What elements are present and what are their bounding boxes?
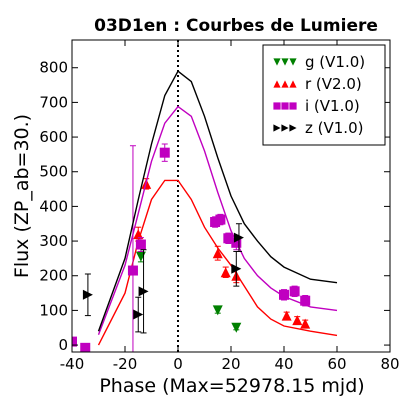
y-tick-label: 300 [39, 232, 68, 250]
data-point [279, 289, 289, 300]
y-tick-label: 0 [58, 336, 68, 354]
legend-marker [281, 58, 289, 66]
legend-marker [281, 102, 289, 110]
y-tick-label: 600 [39, 128, 68, 146]
legend-marker [273, 58, 281, 66]
y-tick-label: 800 [39, 59, 68, 77]
plot-area [72, 40, 338, 352]
data-point [212, 248, 223, 259]
y-tick-label: 700 [39, 93, 68, 111]
legend-marker [281, 124, 289, 132]
legend-marker [289, 58, 297, 66]
legend-marker [273, 80, 281, 88]
data-point [72, 336, 77, 347]
data-point [135, 251, 146, 262]
legend-label-0: g (V1.0) [305, 53, 365, 71]
y-tick-label: 400 [39, 197, 68, 215]
x-tick-label: 20 [221, 355, 240, 373]
x-tick-label: -40 [60, 355, 85, 373]
data-point [220, 267, 231, 278]
data-point [223, 233, 234, 244]
legend-marker [273, 102, 281, 110]
y-axis-label: Flux (ZP_ab=30.) [11, 114, 33, 278]
legend-label-1: r (V2.0) [305, 75, 362, 93]
data-point [133, 229, 144, 240]
data-point [133, 309, 144, 320]
data-point [289, 286, 300, 297]
legend-label-3: z (V1.0) [305, 119, 363, 137]
y-tick-label: 500 [39, 163, 68, 181]
data-point [212, 305, 223, 316]
legend-label-2: i (V1.0) [305, 97, 360, 115]
x-tick-label: 60 [327, 355, 346, 373]
data-point [210, 217, 221, 227]
data-point [215, 214, 226, 225]
data-point [233, 232, 244, 243]
data-point [127, 265, 138, 276]
legend-marker [289, 102, 297, 110]
fit-curve-1 [97, 179, 338, 346]
y-tick-label: 200 [39, 267, 68, 285]
y-tick-label: 100 [39, 301, 68, 319]
data-point [135, 239, 146, 250]
data-point [231, 263, 242, 274]
fit-curve-2 [97, 105, 338, 335]
data-point [281, 310, 292, 321]
data-point [300, 318, 311, 329]
x-tick-label: 40 [274, 355, 293, 373]
x-axis-label: Phase (Max=52978.15 mjd) [99, 375, 364, 397]
data-point [231, 322, 242, 333]
legend-marker [273, 124, 281, 132]
legend-marker [289, 124, 297, 132]
legend-marker [289, 80, 297, 88]
data-point [300, 295, 311, 306]
data-point [159, 147, 170, 158]
data-point [292, 315, 303, 326]
x-tick-label: -20 [113, 355, 138, 373]
x-tick-label: 80 [380, 355, 399, 373]
x-tick-label: 0 [173, 355, 183, 373]
chart-title: 03D1en : Courbes de Lumiere [94, 16, 378, 36]
data-point [231, 237, 242, 248]
data-point [82, 289, 93, 300]
data-point [138, 286, 149, 297]
data-point [80, 342, 91, 352]
legend-marker [281, 80, 289, 88]
fit-curve-3 [97, 70, 338, 332]
